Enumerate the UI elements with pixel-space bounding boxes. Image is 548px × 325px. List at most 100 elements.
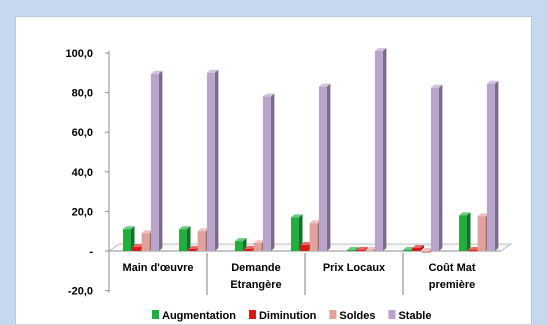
bar [318, 83, 331, 251]
y-tick-label: 100,0 [65, 48, 93, 60]
bar-front [309, 223, 318, 251]
bar-side [494, 80, 499, 251]
bar-front [374, 51, 383, 251]
bar-front [262, 96, 271, 251]
bar-front [347, 250, 355, 252]
bar [262, 93, 275, 251]
bar-side [364, 247, 368, 252]
chart-frame: -20,0-20,0 40,0 60,0 80,0 100,0 Main d'œuvre D… [15, 16, 532, 324]
bar-top [486, 80, 499, 84]
bar-top [468, 247, 480, 251]
bar-front [141, 233, 150, 251]
category-label: Demande [231, 262, 281, 274]
bar-front [356, 250, 365, 252]
bar-top [412, 245, 424, 249]
bar [235, 238, 247, 251]
bar-front [123, 229, 131, 251]
bar-front [365, 250, 374, 252]
bar-top [141, 230, 154, 234]
bar-front [291, 217, 299, 251]
bar [486, 80, 499, 251]
legend-item: Soldes [329, 310, 375, 322]
bar-front [197, 231, 206, 251]
category-label: Etrangère [230, 279, 281, 291]
bar-top [309, 220, 322, 224]
legend-item: Stable [388, 310, 431, 322]
bar-side [382, 48, 387, 251]
bar-side [326, 83, 331, 251]
legend-swatch [152, 310, 159, 319]
bar-front [188, 249, 197, 251]
bar-top [291, 214, 303, 218]
bar-front [403, 250, 411, 252]
bar-top [123, 226, 135, 230]
legend-label: Augmentation [162, 310, 236, 322]
y-tick-label: - [89, 246, 93, 258]
bar-side [270, 93, 275, 251]
bar-side [131, 226, 135, 251]
bar-front [244, 249, 253, 251]
legend-swatch [388, 310, 396, 319]
bar-side [187, 226, 191, 251]
bar-front [179, 229, 187, 251]
bar [374, 48, 387, 251]
bar-top [356, 247, 368, 251]
bar-top [403, 247, 415, 251]
bar-top [253, 240, 266, 244]
category-label: première [429, 279, 475, 291]
bar-side [420, 245, 424, 251]
bar-front [253, 243, 262, 251]
y-tick-label: -20,0 [68, 286, 93, 298]
bar-front [150, 73, 159, 251]
bar-front [235, 241, 243, 251]
bar-top [430, 84, 443, 88]
bar-top [421, 248, 434, 251]
legend-swatch [329, 310, 337, 319]
bar-top [347, 247, 359, 251]
category-label: Main d'œuvre [122, 262, 193, 274]
legend-label: Stable [398, 310, 431, 322]
bar-front [421, 251, 430, 253]
bar-top [235, 238, 247, 242]
bar-top [132, 244, 144, 248]
legend-label: Diminution [259, 310, 317, 322]
y-tick-label: 80,0 [72, 88, 93, 100]
legend-item: Augmentation [152, 310, 236, 322]
legend-swatch [248, 310, 256, 319]
bar-front [477, 216, 486, 251]
bar-front [459, 215, 467, 251]
bar-top [197, 228, 210, 232]
bar-front [468, 250, 477, 252]
bar [430, 84, 443, 252]
bar-top [300, 242, 312, 246]
bar [356, 247, 368, 252]
bar [347, 247, 359, 252]
legend-item: Diminution [248, 310, 317, 322]
bar-front [132, 247, 141, 251]
bar-top [262, 93, 275, 97]
bar-top [477, 213, 490, 217]
bar [179, 226, 191, 251]
bar-side [299, 214, 303, 251]
bar [150, 70, 163, 251]
bar-side [214, 69, 219, 251]
bar-top [150, 70, 163, 74]
bar-side [438, 84, 443, 252]
category-label: Prix Locaux [323, 262, 386, 274]
bar-front [412, 248, 421, 251]
bar-top [179, 226, 191, 230]
bar [459, 212, 471, 251]
y-tick-label: 20,0 [72, 206, 93, 218]
bar [123, 226, 135, 251]
bar-top [188, 246, 200, 250]
category-label: Coût Mat [428, 262, 475, 274]
bar-side [158, 70, 163, 251]
bar-side [355, 247, 359, 252]
bar-front [318, 86, 327, 251]
y-tick-label: 40,0 [72, 167, 93, 179]
bar-side [467, 212, 471, 251]
bar-side [243, 238, 247, 251]
bar [206, 69, 219, 251]
bar [412, 245, 424, 251]
